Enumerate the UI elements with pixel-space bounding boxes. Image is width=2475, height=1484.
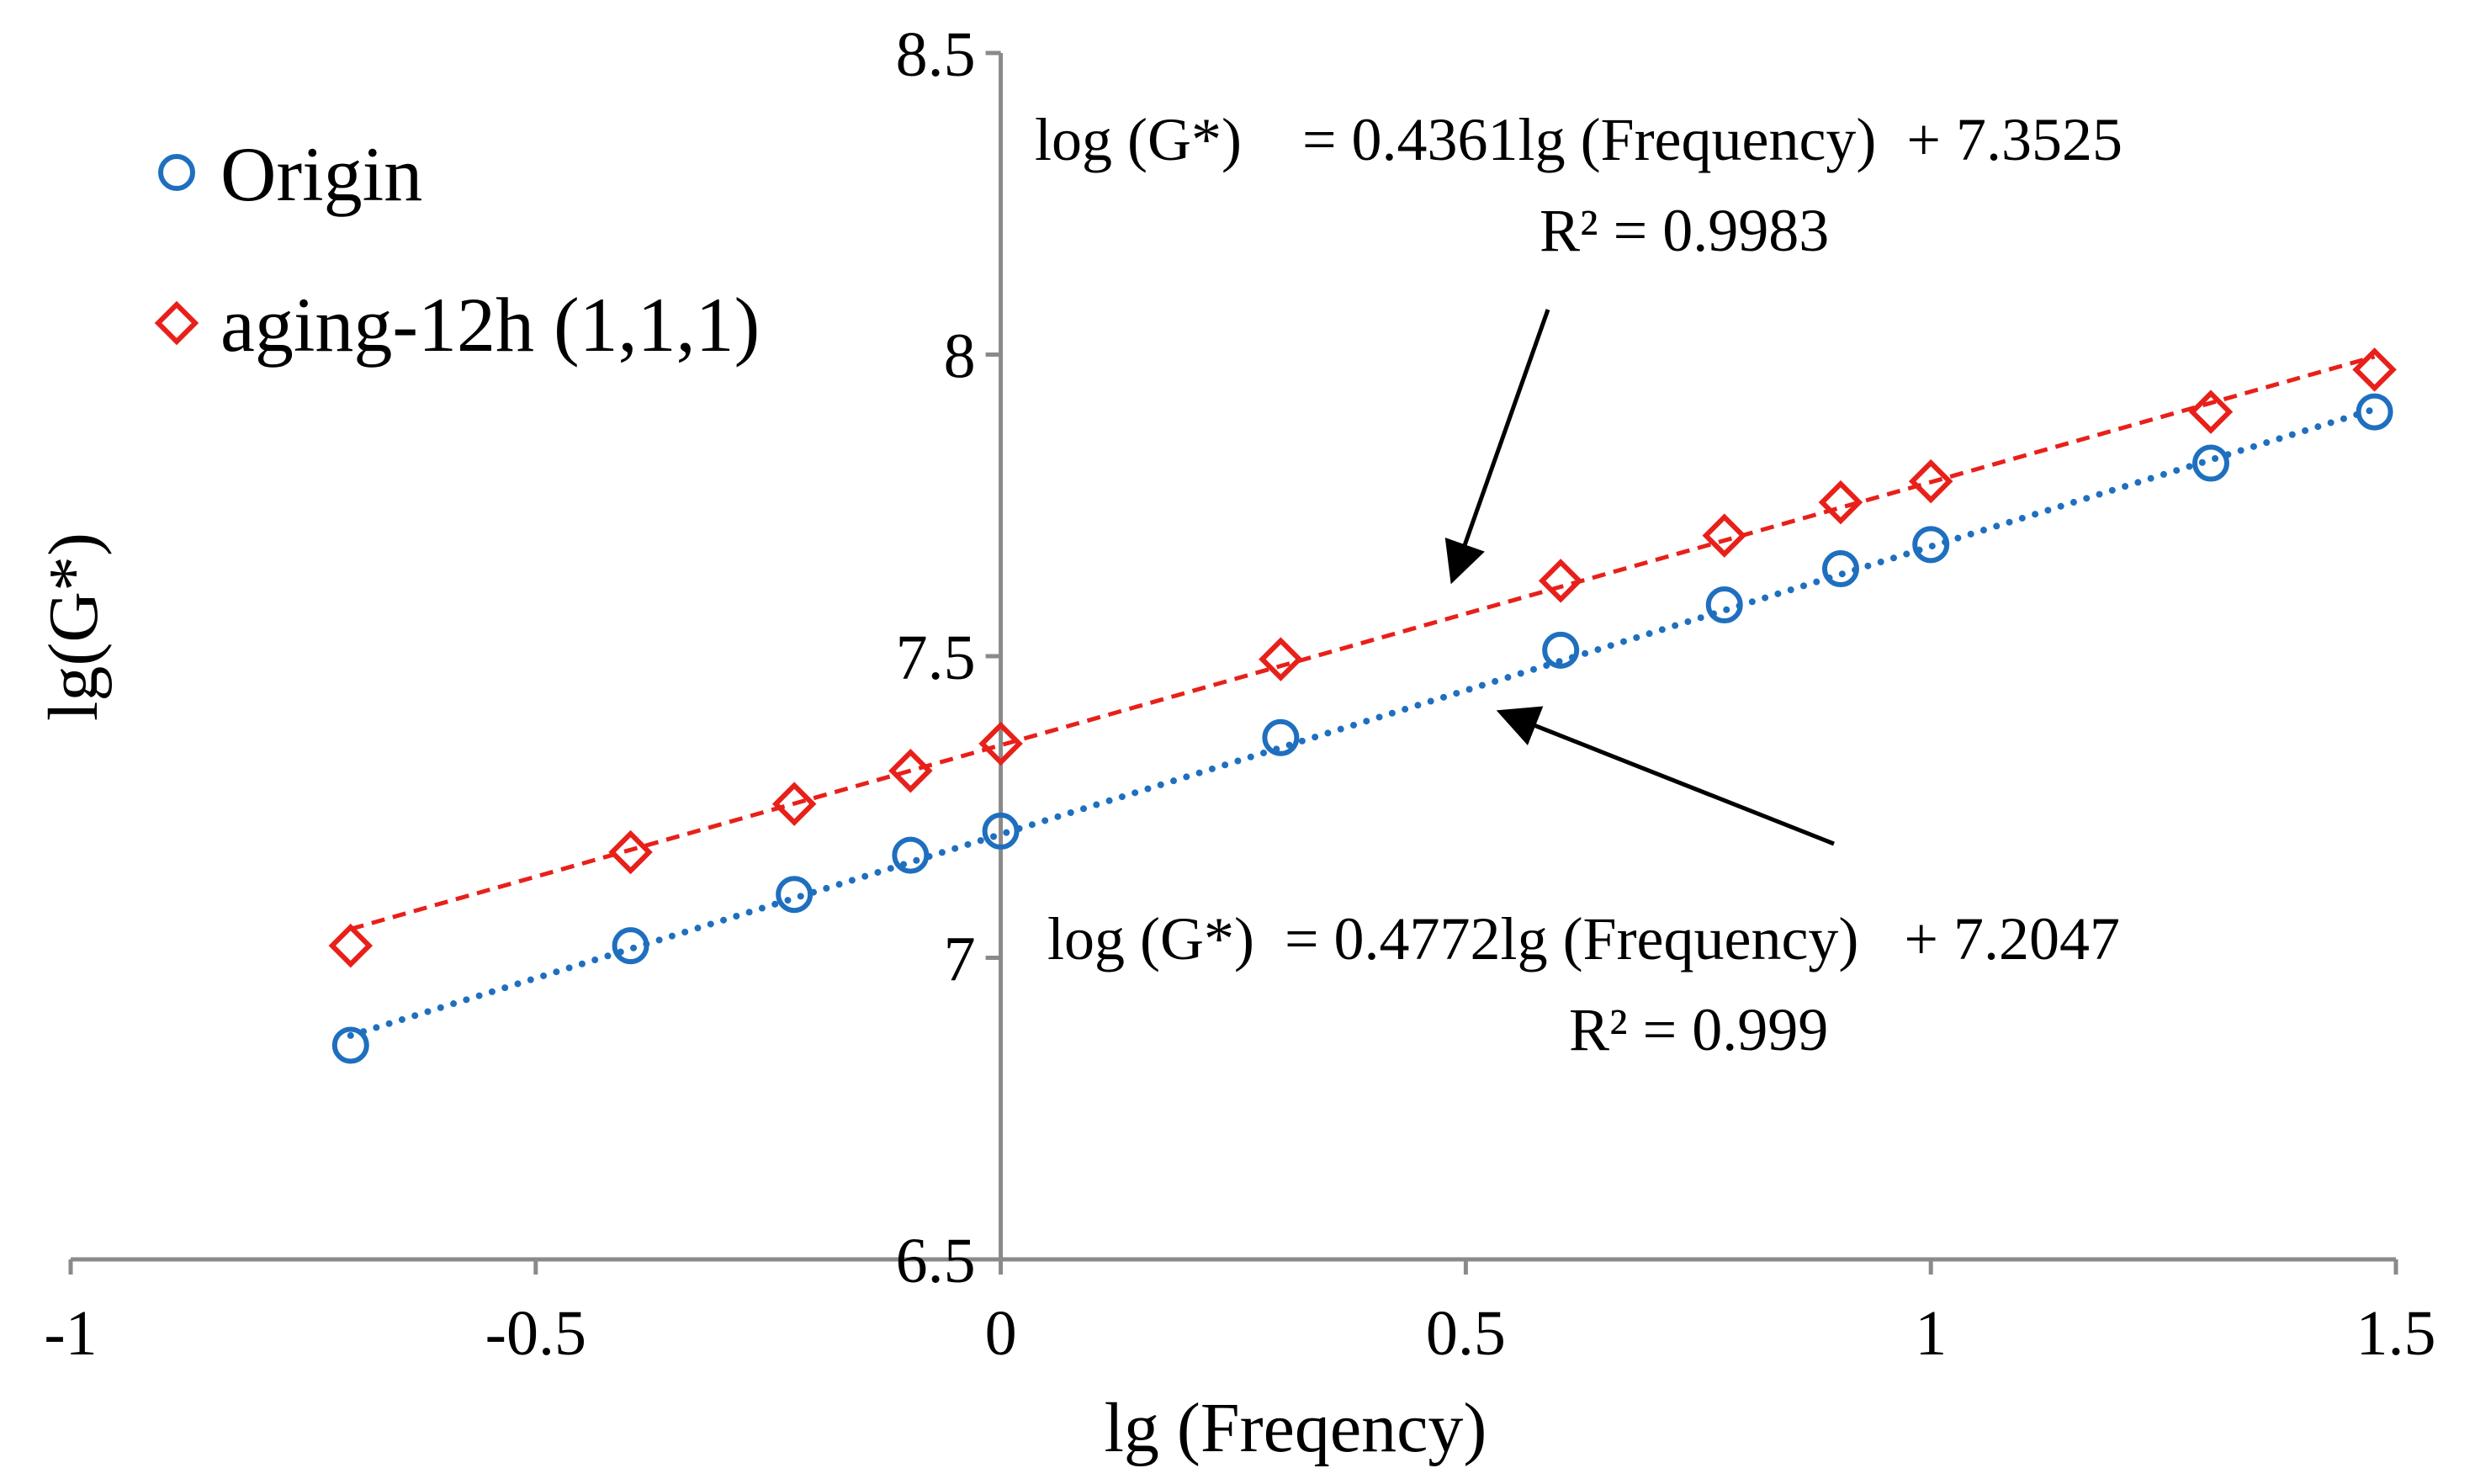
y-tick-label: 8.5	[896, 19, 976, 90]
aging-data-point	[1908, 458, 1953, 504]
aging-data-point	[2188, 390, 2234, 434]
origin-fit-arrow	[1496, 706, 1835, 846]
x-ticks: -1 -0.5 0 0.5 1 1.5	[44, 1259, 2436, 1369]
data-points	[328, 347, 2397, 1064]
legend-marker-origin	[158, 154, 195, 191]
legend-label-origin: Origin	[220, 131, 422, 217]
x-tick-label: -1	[44, 1298, 97, 1369]
origin-data-point	[982, 812, 1020, 850]
axes: -1 -0.5 0 0.5 1 1.5 6.5 7 7.5 8 8.5	[44, 19, 2435, 1369]
origin-data-point	[2356, 393, 2393, 431]
y-tick-label: 6.5	[896, 1226, 976, 1296]
origin-data-point	[1542, 631, 1580, 669]
origin-data-point	[1262, 718, 1300, 756]
y-axis-title: lg(G*)	[34, 533, 113, 721]
aging-data-point	[608, 829, 653, 875]
x-tick-label: 1	[1915, 1298, 1947, 1369]
annotations: log (G*) = 0.4361lg (Frequency) + 7.3525…	[1035, 106, 2123, 1063]
aging-data-point	[771, 782, 817, 826]
origin-data-point	[1821, 550, 1859, 588]
origin-fit-equation: log (G*) = 0.4772lg (Frequency) + 7.2047	[1047, 905, 2120, 973]
aging-data-point	[328, 923, 374, 968]
origin-data-point	[1912, 526, 1950, 564]
origin-data-point	[1705, 586, 1743, 624]
trendlines	[347, 354, 2378, 1039]
legend-marker-aging	[154, 300, 199, 346]
origin-trendline	[347, 405, 2378, 1039]
aging-data-point	[1702, 513, 1746, 558]
x-tick-label: -0.5	[485, 1298, 586, 1369]
origin-data-point	[612, 927, 649, 965]
origin-data-point	[776, 876, 814, 914]
y-tick-label: 8	[944, 321, 976, 392]
aging-data-point	[1538, 559, 1583, 603]
y-tick-label: 7	[944, 925, 976, 995]
origin-data-point	[2191, 444, 2229, 482]
origin-data-point	[331, 1026, 369, 1064]
x-tick-label: 0	[985, 1298, 1017, 1369]
aging-data-point	[978, 721, 1023, 766]
aging-fit-r2: R² = 0.9983	[1540, 197, 1829, 264]
aging-fit-equation: log (G*) = 0.4361lg (Frequency) + 7.3525	[1035, 106, 2123, 173]
y-ticks: 6.5 7 7.5 8 8.5	[896, 19, 1001, 1296]
origin-data-point	[892, 836, 930, 874]
legend: Origin aging-12h (1,1,1)	[154, 131, 760, 368]
y-tick-label: 7.5	[896, 623, 976, 693]
aging-fit-arrow	[1444, 309, 1550, 585]
x-tick-label: 1.5	[2356, 1298, 2436, 1369]
aging-data-point	[2352, 347, 2397, 392]
aging-data-point	[1259, 637, 1303, 681]
aging-trendline	[350, 354, 2376, 931]
x-tick-label: 0.5	[1426, 1298, 1506, 1369]
aging-data-point	[888, 748, 933, 793]
legend-label-aging: aging-12h (1,1,1)	[220, 282, 760, 368]
origin-fit-r2: R² = 0.999	[1569, 996, 1828, 1063]
x-axis-title: lg (Freqency)	[1105, 1389, 1487, 1467]
aging-data-point	[1818, 480, 1863, 525]
